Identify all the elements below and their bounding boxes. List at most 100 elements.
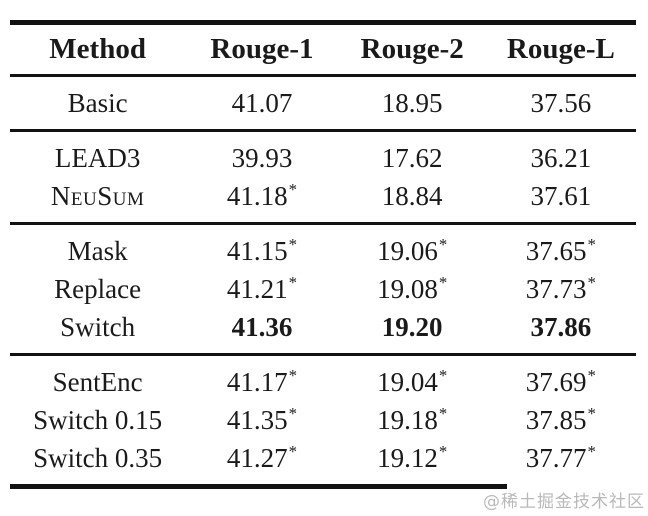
- table-row: Mask 41.15* 19.06* 37.65*: [10, 232, 636, 270]
- table-row: LEAD3 39.93 17.62 36.21: [10, 139, 636, 177]
- table-bottom-rule: [10, 484, 507, 489]
- group-separator-rule: [10, 129, 636, 132]
- method-cell: Mask: [67, 236, 128, 266]
- score-value: 18.95: [381, 88, 443, 118]
- score-cell: 37.86: [486, 308, 636, 346]
- score-cell: 37.85*: [486, 401, 636, 439]
- significance-star: *: [288, 273, 297, 292]
- score-cell: 19.06*: [339, 232, 486, 270]
- header-separator-rule: [10, 74, 636, 77]
- score-cell: 41.27*: [185, 439, 338, 477]
- table-row: Basic 41.07 18.95 37.56: [10, 84, 636, 122]
- score-value: 41.21: [226, 274, 288, 304]
- score-cell: 41.36: [185, 308, 338, 346]
- method-cell: Basic: [67, 88, 128, 118]
- method-cell: Switch 0.15: [33, 405, 163, 435]
- significance-star: *: [288, 180, 297, 199]
- method-cell: LEAD3: [54, 143, 141, 173]
- significance-star: *: [288, 442, 297, 461]
- score-value: 19.04: [377, 367, 438, 397]
- table-row: Switch 41.36 19.20 37.86: [10, 308, 636, 346]
- score-cell: 37.61: [486, 177, 636, 215]
- column-header-rouge-1: Rouge-1: [210, 33, 314, 65]
- table-row: Switch 0.35 41.27* 19.12* 37.77*: [10, 439, 636, 477]
- score-cell: 41.35*: [185, 401, 338, 439]
- score-value: 41.18: [226, 181, 288, 211]
- score-value: 17.62: [381, 143, 443, 173]
- significance-star: *: [438, 366, 448, 385]
- score-cell: 17.62: [339, 139, 486, 177]
- score-cell: 19.18*: [339, 401, 486, 439]
- score-value: 19.20: [381, 312, 443, 342]
- significance-star: *: [438, 442, 448, 461]
- score-cell: 19.12*: [339, 439, 486, 477]
- score-cell: 37.77*: [486, 439, 636, 477]
- group-separator-rule: [10, 353, 636, 356]
- score-value: 41.27: [226, 443, 288, 473]
- method-cell: Switch 0.35: [33, 443, 163, 473]
- score-cell: 19.20: [339, 308, 486, 346]
- table-groups: Basic 41.07 18.95 37.56 LEAD3 39.93 17.62 36.21…: [10, 77, 636, 484]
- score-value: 41.07: [231, 88, 293, 118]
- score-value: 37.73: [525, 274, 587, 304]
- table-group: SentEnc 41.17* 19.04* 37.69* Switch 0.15 41.3…: [10, 356, 636, 484]
- rouge-results-table: Method Rouge-1 Rouge-2 Rouge-L Basic 41.0…: [10, 20, 636, 489]
- significance-star: *: [587, 366, 596, 385]
- score-value: 37.85: [525, 405, 587, 435]
- score-cell: 37.69*: [486, 363, 636, 401]
- significance-star: *: [587, 404, 596, 423]
- significance-star: *: [438, 273, 448, 292]
- group-separator-rule: [10, 222, 636, 225]
- table-group: Mask 41.15* 19.06* 37.65* Replace 41.21* 19.08…: [10, 225, 636, 353]
- score-value: 41.35: [226, 405, 288, 435]
- score-value: 37.61: [530, 181, 592, 211]
- column-header-method: Method: [49, 33, 146, 65]
- score-value: 37.77: [525, 443, 587, 473]
- significance-star: *: [587, 273, 596, 292]
- score-cell: 41.07: [185, 84, 338, 122]
- significance-star: *: [288, 404, 297, 423]
- score-cell: 36.21: [486, 139, 636, 177]
- score-value: 41.17: [226, 367, 288, 397]
- table-group: LEAD3 39.93 17.62 36.21 NeuSum 41.18* 18.84 37.…: [10, 132, 636, 222]
- method-cell: NeuSum: [50, 181, 145, 211]
- score-cell: 37.65*: [486, 232, 636, 270]
- score-value: 37.69: [525, 367, 587, 397]
- significance-star: *: [288, 366, 297, 385]
- score-value: 39.93: [231, 143, 293, 173]
- column-header-rouge-l: Rouge-L: [506, 33, 615, 65]
- score-value: 19.08: [377, 274, 438, 304]
- significance-star: *: [587, 235, 596, 254]
- score-value: 37.56: [530, 88, 592, 118]
- column-header-rouge-2: Rouge-2: [360, 33, 464, 65]
- significance-star: *: [438, 235, 448, 254]
- score-cell: 19.08*: [339, 270, 486, 308]
- score-cell: 18.95: [339, 84, 486, 122]
- score-value: 41.36: [231, 312, 293, 342]
- score-value: 19.12: [377, 443, 438, 473]
- score-value: 37.65: [525, 236, 587, 266]
- score-cell: 41.18*: [185, 177, 338, 215]
- score-cell: 37.73*: [486, 270, 636, 308]
- table-row: SentEnc 41.17* 19.04* 37.69*: [10, 363, 636, 401]
- table-row: Switch 0.15 41.35* 19.18* 37.85*: [10, 401, 636, 439]
- method-cell: Switch: [60, 312, 136, 342]
- table-row: NeuSum 41.18* 18.84 37.61: [10, 177, 636, 215]
- table-top-rule: [10, 20, 636, 25]
- score-cell: 18.84: [339, 177, 486, 215]
- table-row: Replace 41.21* 19.08* 37.73*: [10, 270, 636, 308]
- significance-star: *: [288, 235, 297, 254]
- score-cell: 41.15*: [185, 232, 338, 270]
- site-watermark: @稀土掘金技术社区: [483, 492, 645, 512]
- score-value: 41.15: [226, 236, 288, 266]
- score-value: 37.86: [530, 312, 592, 342]
- score-value: 36.21: [530, 143, 592, 173]
- score-cell: 37.56: [486, 84, 636, 122]
- table-header-row: Method Rouge-1 Rouge-2 Rouge-L: [10, 25, 636, 74]
- score-value: 19.18: [377, 405, 438, 435]
- method-cell: SentEnc: [52, 367, 143, 397]
- score-value: 19.06: [377, 236, 438, 266]
- score-cell: 41.21*: [185, 270, 338, 308]
- significance-star: *: [438, 404, 448, 423]
- score-value: 18.84: [381, 181, 443, 211]
